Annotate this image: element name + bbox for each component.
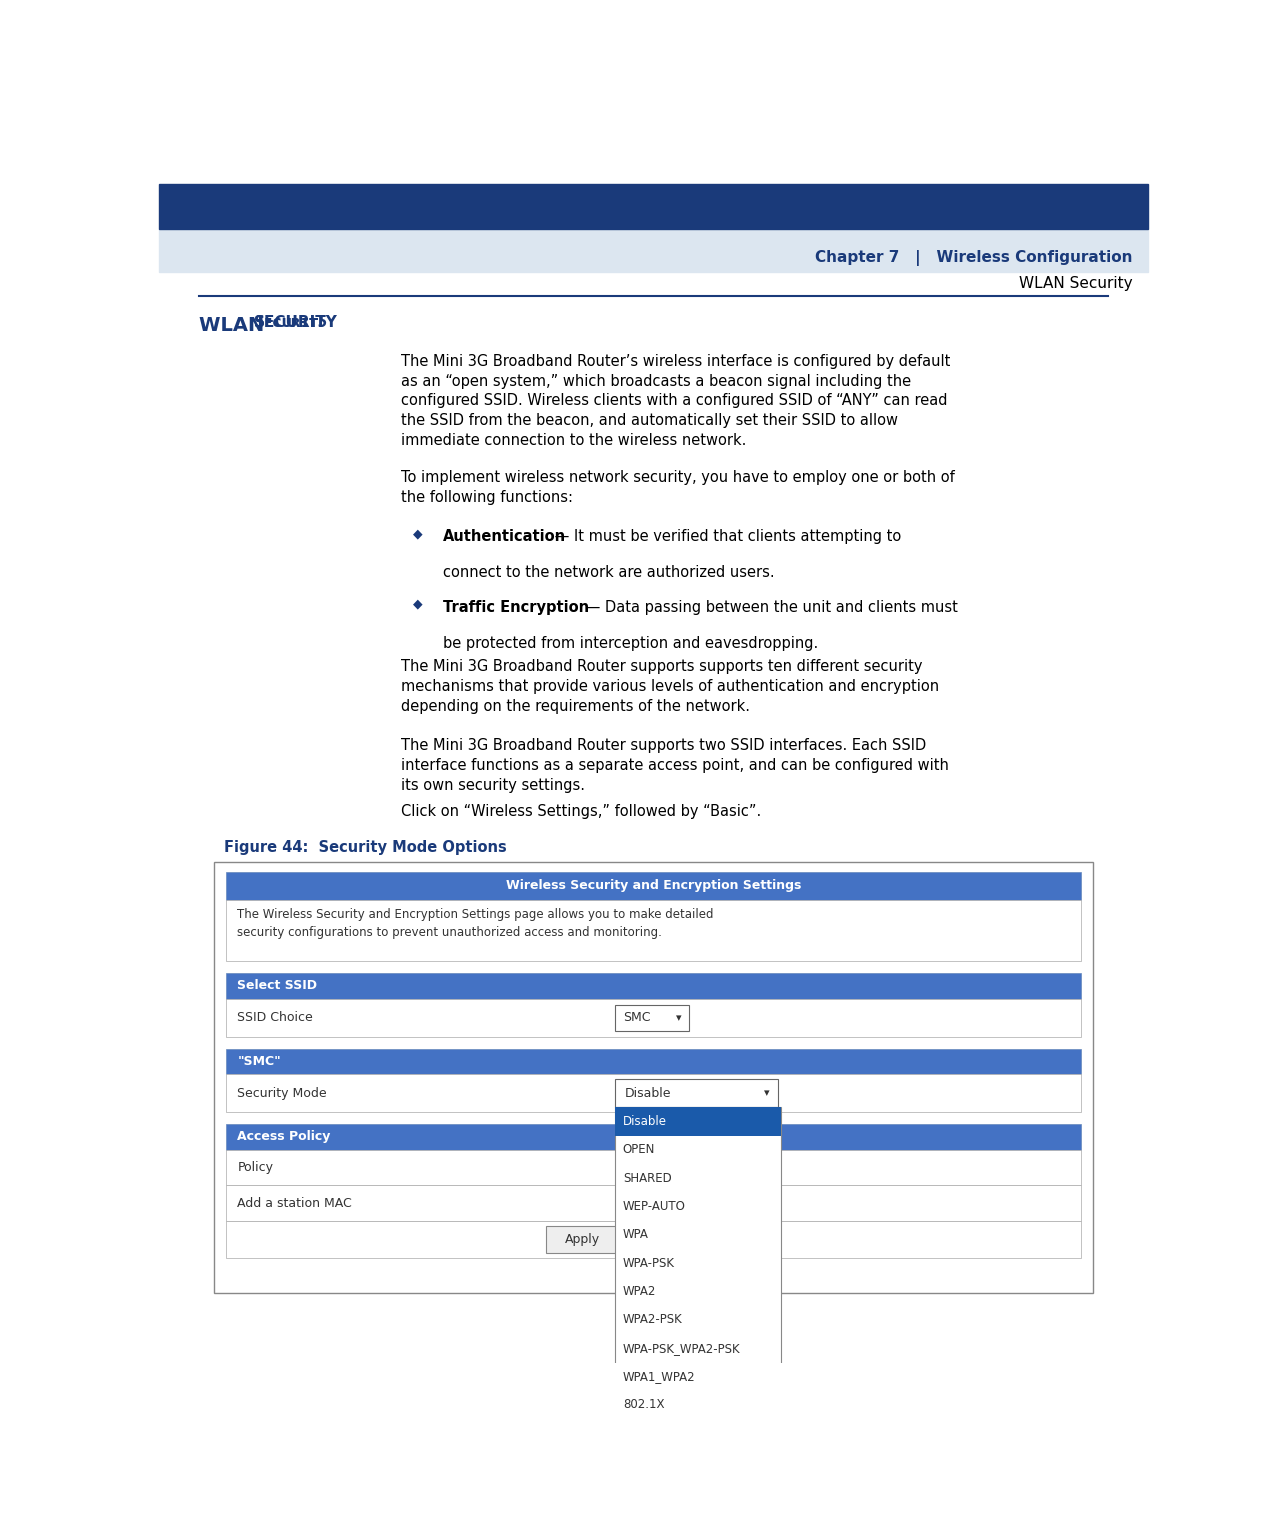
- Text: Disable: Disable: [622, 1115, 667, 1128]
- Bar: [615, 1108, 780, 1135]
- Text: WPA2-PSK: WPA2-PSK: [622, 1313, 682, 1327]
- Text: SSID Choice: SSID Choice: [237, 1011, 314, 1025]
- Bar: [615, 1079, 778, 1108]
- Text: The Mini 3G Broadband Router supports two SSID interfaces. Each SSID
interface f: The Mini 3G Broadband Router supports tw…: [402, 738, 950, 794]
- Text: WPA-PSK_WPA2-PSK: WPA-PSK_WPA2-PSK: [622, 1342, 741, 1354]
- Text: Policy: Policy: [237, 1161, 273, 1174]
- Bar: [226, 973, 1081, 999]
- Text: ▾: ▾: [765, 1088, 770, 1098]
- Text: Apply: Apply: [565, 1233, 599, 1246]
- Text: The Mini 3G Broadband Router supports supports ten different security
mechanisms: The Mini 3G Broadband Router supports su…: [402, 659, 940, 714]
- Bar: [226, 1221, 1081, 1258]
- Text: 802.1X: 802.1X: [622, 1399, 664, 1411]
- Text: — It must be verified that clients attempting to: — It must be verified that clients attem…: [550, 530, 901, 544]
- Text: WEP-AUTO: WEP-AUTO: [622, 1200, 686, 1213]
- Text: To implement wireless network security, you have to employ one or both of
the fo: To implement wireless network security, …: [402, 470, 955, 506]
- Text: Select SSID: Select SSID: [237, 979, 317, 993]
- Bar: [226, 1186, 1081, 1221]
- Bar: [214, 863, 1093, 1293]
- Bar: [226, 1048, 1081, 1074]
- Bar: [226, 872, 1081, 899]
- Text: SHARED: SHARED: [622, 1172, 672, 1184]
- Text: SMC: SMC: [622, 1011, 650, 1025]
- Text: WLAN: WLAN: [199, 316, 270, 336]
- Text: Traffic Encryption: Traffic Encryption: [442, 601, 589, 616]
- Text: WPA: WPA: [622, 1229, 649, 1241]
- Text: WPA-PSK: WPA-PSK: [622, 1256, 674, 1270]
- Text: Figure 44:  Security Mode Options: Figure 44: Security Mode Options: [223, 840, 506, 855]
- Text: Sᴇᴄᴜʀɪᴛʖ: Sᴇᴄᴜʀɪᴛʖ: [254, 314, 328, 329]
- Bar: [226, 1074, 1081, 1112]
- Text: The Mini 3G Broadband Router’s wireless interface is configured by default
as an: The Mini 3G Broadband Router’s wireless …: [402, 354, 951, 447]
- Text: Authentication: Authentication: [442, 530, 566, 544]
- Text: Wireless Security and Encryption Settings: Wireless Security and Encryption Setting…: [506, 879, 801, 892]
- Text: WPA2: WPA2: [622, 1285, 657, 1298]
- Bar: [547, 1226, 617, 1253]
- Text: WPA1_WPA2: WPA1_WPA2: [622, 1370, 695, 1383]
- Bar: [226, 999, 1081, 1037]
- Bar: [615, 1005, 688, 1031]
- Bar: [159, 184, 1148, 228]
- Text: "SMC": "SMC": [237, 1056, 282, 1068]
- Text: Disable: Disable: [625, 1086, 672, 1100]
- Text: connect to the network are authorized users.: connect to the network are authorized us…: [442, 565, 775, 581]
- Bar: [226, 899, 1081, 961]
- Text: Access Policy: Access Policy: [237, 1131, 330, 1143]
- Bar: [615, 1108, 780, 1419]
- Text: SECURITY: SECURITY: [254, 314, 338, 329]
- Text: WLAN Security: WLAN Security: [1019, 276, 1132, 291]
- Bar: [226, 1151, 1081, 1186]
- Bar: [226, 1124, 1081, 1151]
- Text: –  81  –: – 81 –: [629, 1330, 678, 1345]
- Text: ◆: ◆: [413, 597, 423, 611]
- Text: be protected from interception and eavesdropping.: be protected from interception and eaves…: [442, 636, 819, 651]
- Text: Security Mode: Security Mode: [237, 1086, 328, 1100]
- Text: ▾: ▾: [676, 1013, 681, 1023]
- Text: ◆: ◆: [413, 527, 423, 541]
- Text: Click on “Wireless Settings,” followed by “Basic”.: Click on “Wireless Settings,” followed b…: [402, 804, 761, 820]
- Text: Add a station MAC: Add a station MAC: [237, 1196, 352, 1210]
- Text: Chapter 7   |   Wireless Configuration: Chapter 7 | Wireless Configuration: [815, 250, 1132, 267]
- Text: The Wireless Security and Encryption Settings page allows you to make detailed
s: The Wireless Security and Encryption Set…: [237, 908, 714, 939]
- Text: — Data passing between the unit and clients must: — Data passing between the unit and clie…: [581, 601, 959, 616]
- Bar: [159, 228, 1148, 273]
- Text: OPEN: OPEN: [622, 1143, 655, 1157]
